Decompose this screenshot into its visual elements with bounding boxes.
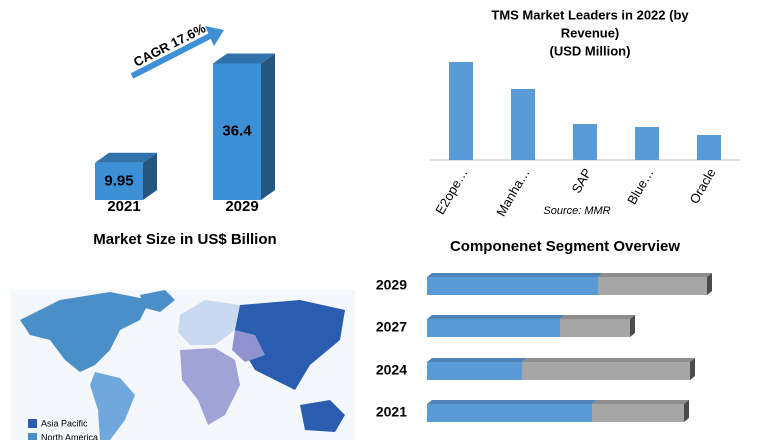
chart-title: TMS Market Leaders in 2022 (by: [491, 7, 689, 22]
legend-swatch: [28, 433, 37, 440]
x-tick-label: E2ope…: [432, 166, 470, 217]
europe: [178, 300, 240, 345]
x-tick-label: Oracle: [686, 166, 718, 207]
value-label: 36.4: [222, 123, 252, 140]
cagr-arrowhead: [205, 26, 224, 46]
bar-side: [690, 358, 695, 380]
legend-label: North America: [41, 432, 98, 440]
x-tick-label: Blue…: [624, 166, 657, 207]
bar-top: [427, 400, 597, 404]
africa: [180, 348, 240, 425]
bar-segment: [427, 277, 598, 295]
x-tick-label: 2029: [225, 198, 258, 215]
x-tick-label: SAP: [569, 166, 595, 196]
x-tick-label: Manha…: [493, 166, 532, 219]
bar-top: [213, 53, 275, 64]
bar: [697, 135, 721, 160]
bar-side: [261, 53, 275, 200]
bar-side: [707, 273, 712, 295]
bar: [511, 89, 535, 160]
bar: [95, 162, 143, 200]
source-note: Source: MMR: [543, 205, 610, 217]
cagr-arrow: [130, 33, 212, 79]
bar-top: [522, 358, 695, 362]
bar-side: [684, 400, 689, 422]
south-america: [90, 372, 135, 440]
bar: [573, 124, 597, 160]
y-tick-label: 2021: [376, 404, 407, 420]
bar-segment: [560, 319, 630, 337]
greenland: [140, 290, 175, 312]
bar: [635, 127, 659, 160]
bar-segment: [522, 362, 690, 380]
legend-swatch: [28, 419, 37, 428]
value-label: 9.95: [104, 172, 133, 189]
bar-top: [95, 152, 157, 163]
middle-east: [232, 330, 265, 362]
bar-segment: [427, 362, 522, 380]
bar-top: [427, 358, 527, 362]
bar: [449, 62, 473, 160]
bar-top: [560, 315, 635, 319]
bar-top: [598, 273, 712, 277]
asia: [235, 300, 345, 390]
bar-side: [630, 315, 635, 337]
y-tick-label: 2029: [376, 277, 407, 293]
y-tick-label: 2027: [376, 319, 407, 335]
bar: [213, 63, 261, 200]
bar-segment: [427, 404, 592, 422]
bar-top: [427, 273, 603, 277]
bar-side: [143, 152, 157, 200]
bar-segment: [592, 404, 684, 422]
chart-title: Market Size in US$ Billion: [93, 231, 276, 248]
bar-top: [427, 315, 565, 319]
bar-segment: [427, 319, 560, 337]
legend-label: Asia Pacific: [41, 418, 88, 428]
x-tick-label: 2021: [107, 198, 140, 215]
world-map: [10, 290, 355, 440]
chart-title: Componenet Segment Overview: [450, 238, 680, 255]
australia: [300, 400, 345, 432]
chart-title: (USD Million): [550, 43, 631, 58]
bar-segment: [598, 277, 707, 295]
y-tick-label: 2024: [376, 362, 407, 378]
north-america: [20, 292, 150, 372]
bar-top: [592, 400, 689, 404]
chart-title: Revenue): [561, 25, 620, 40]
